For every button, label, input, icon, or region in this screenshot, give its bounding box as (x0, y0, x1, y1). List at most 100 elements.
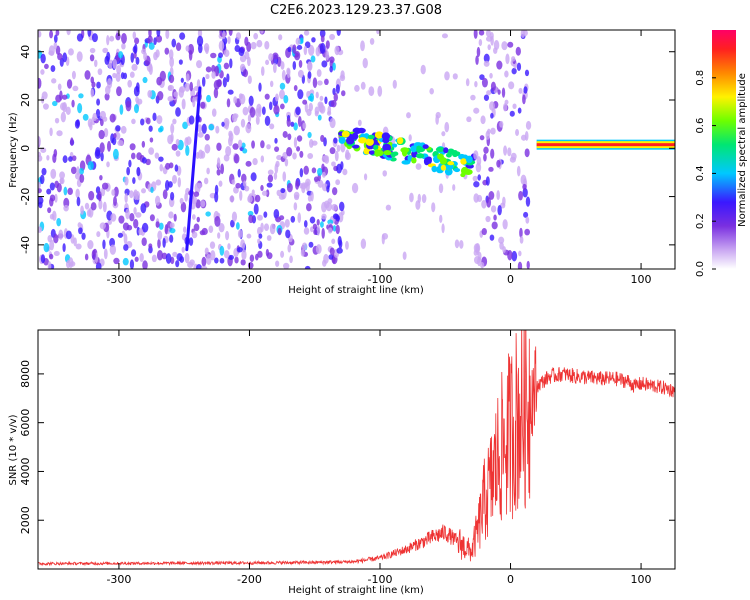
heat-cell (218, 52, 223, 59)
heat-cell (164, 47, 170, 55)
signal-blob (345, 136, 355, 145)
heat-cell (117, 232, 123, 238)
heat-cell (292, 152, 297, 160)
heat-cell (145, 117, 151, 125)
heat-cell (112, 72, 117, 79)
heat-cell (267, 174, 274, 183)
heat-cell (201, 256, 207, 267)
heat-cell (200, 200, 206, 208)
heat-cell (232, 143, 239, 150)
heat-cell (68, 48, 74, 56)
heat-cell (503, 145, 508, 156)
heat-cell (247, 75, 252, 85)
heat-cell (334, 150, 339, 162)
heat-cell (167, 134, 174, 145)
heat-cell (84, 253, 89, 261)
heat-cell (354, 84, 360, 92)
heat-cell (319, 42, 326, 54)
heat-cell (473, 107, 480, 114)
heat-cell (497, 205, 502, 216)
heat-cell (77, 222, 82, 228)
heat-cell (279, 82, 286, 90)
heat-cell (188, 237, 194, 246)
heat-cell (47, 207, 52, 214)
heat-cell (266, 144, 271, 150)
heat-cell (314, 106, 320, 115)
heat-cell (507, 41, 514, 48)
heat-cell (109, 35, 115, 42)
heat-cell (175, 260, 180, 268)
heat-cell (299, 150, 304, 158)
heat-cell (81, 232, 86, 240)
heat-cell (141, 140, 146, 148)
heat-cell (241, 173, 247, 183)
signal-blob (391, 143, 398, 148)
heat-cell (38, 226, 43, 233)
heat-cell (336, 144, 341, 152)
heat-cell (369, 37, 375, 45)
heat-cell (381, 232, 389, 240)
heat-cell (340, 70, 345, 79)
signal-blob (363, 147, 371, 155)
heat-cell (297, 212, 302, 224)
heat-cell (92, 112, 97, 122)
heat-cell (65, 230, 72, 240)
heat-cell (95, 108, 101, 119)
heat-cell (71, 99, 75, 108)
heat-cell (517, 261, 523, 269)
heat-cell (133, 218, 139, 229)
heat-cell (178, 59, 183, 65)
heat-cell (504, 70, 509, 78)
heat-cell (510, 152, 517, 161)
heat-cell (229, 195, 235, 203)
signal-blob (431, 165, 438, 173)
heat-cell (286, 68, 291, 79)
heat-cell (481, 77, 488, 88)
heat-cell (496, 60, 503, 70)
heat-cell (264, 40, 270, 50)
heat-cell (133, 43, 138, 55)
heat-cell (335, 224, 340, 235)
heat-cell (196, 35, 204, 47)
heat-cell (287, 133, 292, 141)
heat-cell (223, 250, 230, 259)
heat-cell (48, 50, 55, 56)
y-tick-label: -40 (19, 236, 32, 254)
heat-cell (216, 157, 221, 168)
heat-cell (254, 194, 261, 203)
heat-cell (250, 41, 257, 50)
heat-cell (330, 99, 337, 108)
heat-cell (466, 116, 472, 123)
heat-cell (58, 229, 64, 240)
heat-cell (53, 234, 59, 244)
heat-cell (331, 187, 338, 196)
heat-cell (200, 150, 206, 159)
heat-cell (130, 52, 135, 63)
heat-cell (227, 36, 231, 44)
heat-cell (242, 69, 249, 78)
heat-cell (485, 215, 491, 223)
heat-cell (261, 106, 266, 115)
heat-cell (99, 222, 106, 230)
heat-cell (196, 60, 203, 69)
heat-cell (406, 112, 411, 119)
heat-cell (329, 147, 336, 155)
heat-cell (317, 114, 322, 121)
heat-cell (49, 30, 54, 39)
heat-cell (210, 52, 217, 59)
heat-cell (247, 261, 254, 269)
signal-blob (358, 137, 368, 144)
heat-cell (148, 125, 153, 132)
heat-cell (245, 160, 252, 167)
heat-cell (520, 30, 525, 38)
heat-cell (279, 103, 285, 110)
heat-cell (518, 87, 523, 94)
heat-cell (193, 191, 200, 197)
heat-cell (181, 246, 185, 253)
heat-cell (196, 216, 201, 223)
heat-cell (263, 211, 268, 218)
heat-cell (282, 171, 287, 182)
heat-cell (165, 253, 172, 264)
signal-blob (411, 157, 417, 164)
heat-cell (303, 182, 309, 188)
